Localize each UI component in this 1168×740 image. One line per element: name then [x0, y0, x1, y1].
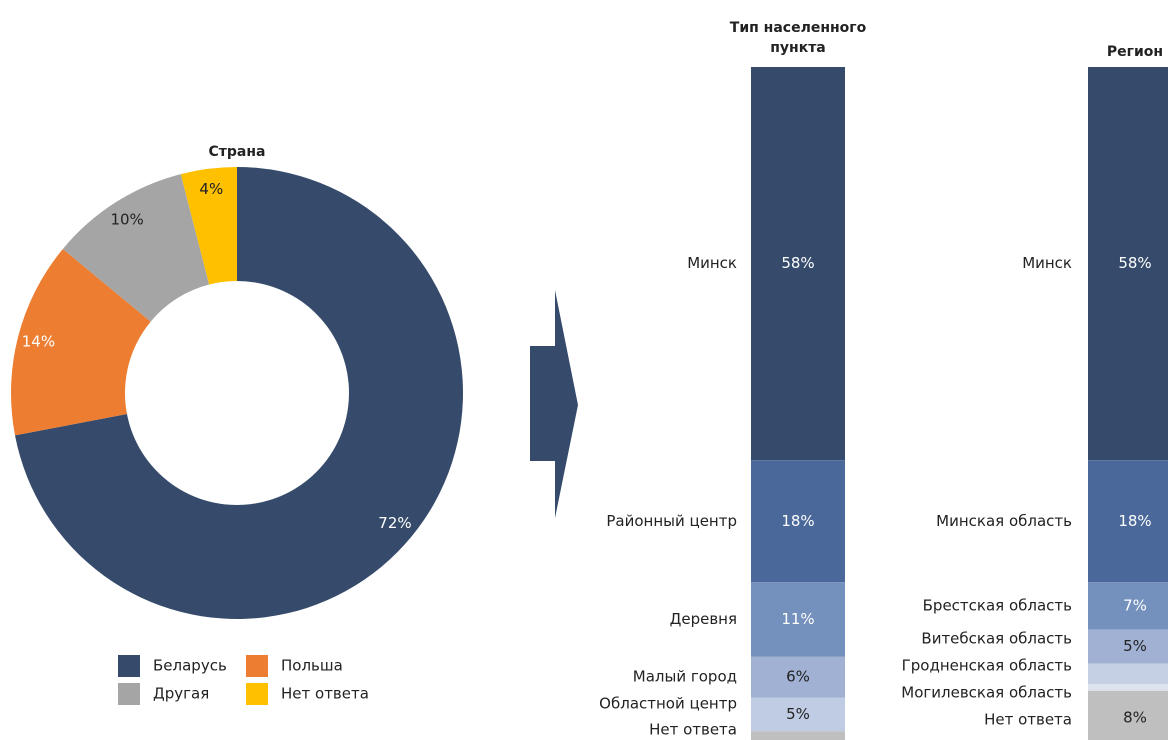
bar-segment	[1088, 582, 1168, 630]
value-label: 7%	[1123, 597, 1147, 615]
legend-swatch	[118, 683, 140, 705]
value-label: 6%	[786, 668, 810, 686]
legend-swatch	[246, 683, 268, 705]
category-label: Гродненская область	[902, 657, 1072, 675]
legend-label: Нет ответа	[281, 685, 369, 703]
bar-segment	[751, 67, 845, 461]
bar-segment	[1088, 663, 1168, 684]
value-label: 8%	[1123, 708, 1147, 726]
donut-slice	[180, 167, 237, 285]
value-label: 5%	[1123, 637, 1147, 655]
bar-segment	[1088, 460, 1168, 583]
chart-title: пункта	[770, 40, 826, 56]
bar-segment	[1088, 683, 1168, 691]
category-label: Минская область	[936, 512, 1072, 530]
category-label: Нет ответа	[984, 711, 1072, 729]
category-label: Деревня	[670, 610, 737, 628]
category-label: Нет ответа	[649, 721, 737, 739]
value-label: 58%	[781, 254, 814, 272]
category-label: Витебская область	[921, 630, 1072, 648]
arrow	[530, 290, 578, 518]
bar-segment	[1088, 690, 1168, 740]
legend-swatch	[118, 655, 140, 677]
bar-segment	[751, 731, 845, 740]
value-label: 5%	[786, 705, 810, 723]
value-label: 11%	[781, 610, 814, 628]
slice-label: 4%	[199, 180, 223, 198]
bar-segment	[1088, 629, 1168, 664]
slice-label: 10%	[110, 210, 143, 228]
legend-swatch	[246, 655, 268, 677]
chart-title: Страна	[209, 144, 266, 160]
donut-slice	[11, 248, 151, 436]
donut-slice	[15, 167, 463, 620]
category-label: Районный центр	[606, 512, 737, 530]
value-label: 18%	[781, 512, 814, 530]
donut-slice	[62, 174, 210, 322]
category-label: Областной центр	[599, 695, 737, 713]
legend-label: Другая	[153, 685, 209, 703]
bar-segment	[751, 582, 845, 657]
chart-title: Тип населенного	[730, 20, 867, 36]
chart-title: Регион	[1107, 44, 1163, 60]
bar-segment	[1088, 67, 1168, 461]
bar-segment	[751, 656, 845, 698]
slice-label: 72%	[378, 514, 411, 532]
legend-label: Беларусь	[153, 657, 227, 675]
slice-label: 14%	[22, 333, 55, 351]
value-label: 58%	[1118, 254, 1151, 272]
bar-segment	[751, 460, 845, 583]
category-label: Брестская область	[923, 597, 1072, 615]
category-label: Минск	[1022, 254, 1072, 272]
category-label: Могилевская область	[901, 684, 1072, 702]
bar-segment	[751, 697, 845, 732]
category-label: Минск	[687, 254, 737, 272]
legend-label: Польша	[281, 657, 343, 675]
value-label: 18%	[1118, 512, 1151, 530]
category-label: Малый город	[633, 668, 737, 686]
